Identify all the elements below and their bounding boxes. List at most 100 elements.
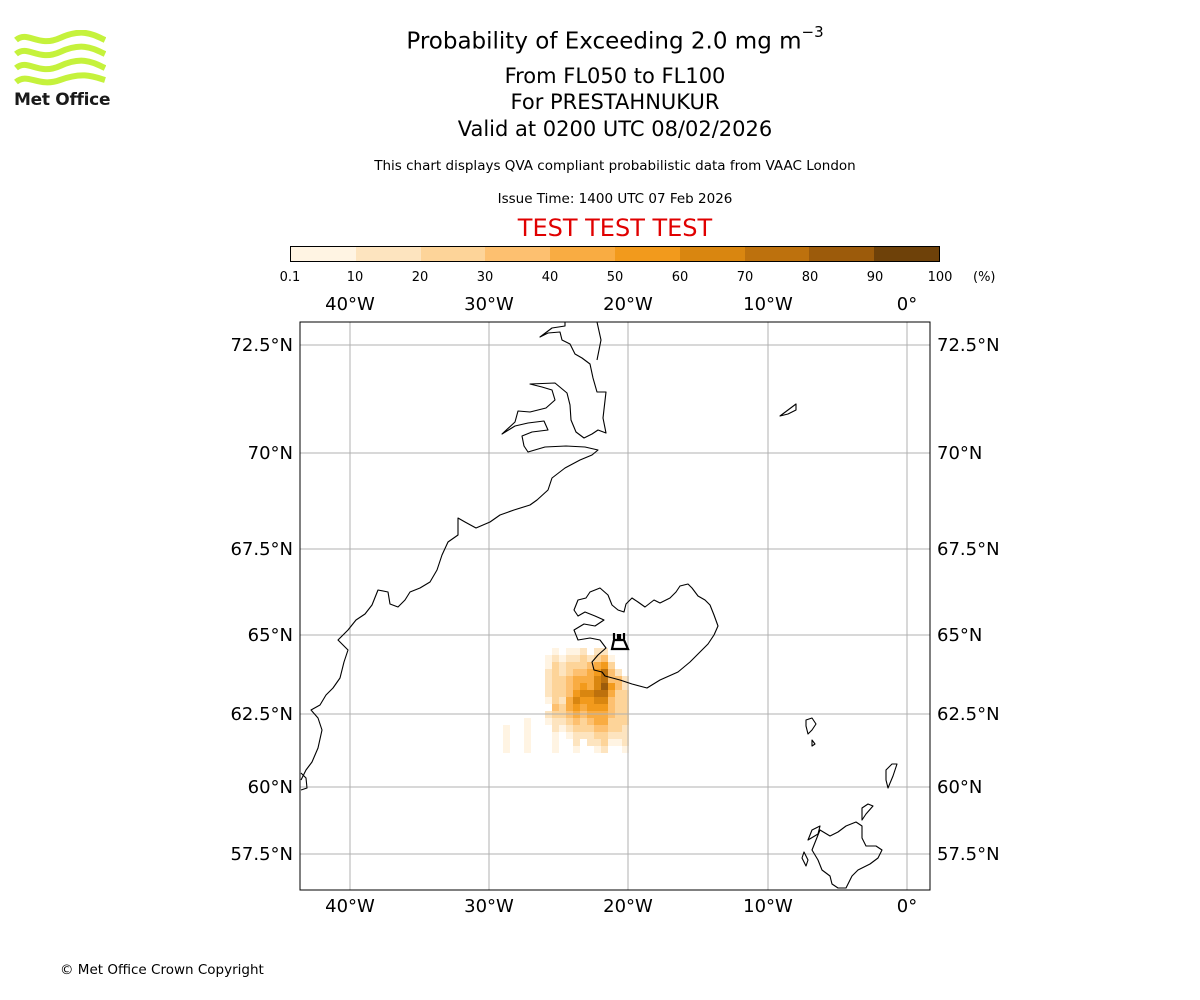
probability-cell — [552, 648, 559, 655]
probability-plume — [503, 648, 629, 753]
probability-cell — [601, 746, 608, 753]
probability-cell — [601, 648, 608, 655]
probability-cell — [622, 718, 629, 725]
probability-cell — [559, 725, 566, 732]
colorbar-tick-label: 50 — [606, 270, 624, 285]
latitude-label-left: 65°N — [248, 625, 293, 646]
colorbar-tick-label: 80 — [801, 270, 819, 285]
issue-time: Issue Time: 1400 UTC 07 Feb 2026 — [497, 191, 733, 207]
probability-cell — [545, 683, 552, 690]
probability-cell — [601, 725, 608, 732]
probability-cell — [594, 648, 601, 655]
probability-cell — [559, 655, 566, 662]
probability-cell — [524, 732, 531, 739]
latitude-label-left: 62.5°N — [230, 704, 293, 725]
colorbar-tick-label: 60 — [671, 270, 689, 285]
probability-cell — [587, 725, 594, 732]
probability-cell — [622, 725, 629, 732]
latitude-label-right: 70°N — [937, 443, 982, 464]
colorbar-segment — [485, 247, 551, 261]
longitude-label-bottom: 30°W — [464, 896, 514, 917]
colorbar-unit: (%) — [973, 270, 996, 285]
longitude-label-bottom: 10°W — [743, 896, 793, 917]
latitude-label-left: 72.5°N — [230, 335, 293, 356]
axis-labels: 40°W 40°W 30°W 30°W 20°W 20°W 10°W 10°W 0° 0° 72.5… — [230, 294, 999, 917]
jan-mayen — [779, 403, 797, 417]
probability-cell — [566, 662, 573, 669]
probability-cell — [573, 704, 580, 711]
probability-cell — [566, 697, 573, 704]
probability-cell — [587, 718, 594, 725]
colorbar-segment — [874, 247, 939, 261]
probability-cell — [594, 739, 601, 746]
probability-cell — [580, 704, 587, 711]
probability-cell — [587, 676, 594, 683]
probability-cell — [601, 669, 608, 676]
probability-cell — [587, 690, 594, 697]
probability-cell — [552, 690, 559, 697]
probability-cell — [587, 704, 594, 711]
probability-cell — [594, 676, 601, 683]
valid-time: Valid at 0200 UTC 08/02/2026 — [457, 117, 773, 141]
probability-cell — [580, 648, 587, 655]
probability-cell — [552, 655, 559, 662]
longitude-label-top: 0° — [897, 294, 917, 315]
latitude-label-left: 67.5°N — [230, 539, 293, 560]
colorbar-tick-label: 20 — [411, 270, 429, 285]
probability-cell — [503, 732, 510, 739]
longitude-label-bottom: 0° — [897, 896, 917, 917]
probability-cell — [594, 690, 601, 697]
probability-cell — [615, 690, 622, 697]
probability-cell — [580, 662, 587, 669]
longitude-label-top: 20°W — [603, 294, 653, 315]
probability-cell — [580, 697, 587, 704]
colorbar-tick-label: 70 — [736, 270, 754, 285]
probability-cell — [559, 669, 566, 676]
colorbar-tick-label: 90 — [866, 270, 884, 285]
probability-cell — [552, 746, 559, 753]
latitude-label-left: 70°N — [248, 443, 293, 464]
faroe-islands — [805, 717, 817, 747]
probability-cell — [545, 718, 552, 725]
probability-cell — [580, 725, 587, 732]
colorbar-segment — [679, 247, 745, 261]
probability-cell — [573, 690, 580, 697]
probability-cell — [580, 690, 587, 697]
map-frame — [299, 321, 931, 891]
title-superscript: −3 — [801, 23, 824, 41]
probability-cell — [573, 746, 580, 753]
probability-cell — [594, 662, 601, 669]
probability-cell — [566, 669, 573, 676]
probability-cell — [587, 697, 594, 704]
probability-cell — [615, 732, 622, 739]
probability-cell — [566, 676, 573, 683]
probability-cell — [573, 655, 580, 662]
probability-cell — [601, 704, 608, 711]
colorbar-tick-label: 40 — [541, 270, 559, 285]
probability-cell — [594, 669, 601, 676]
probability-cell — [608, 725, 615, 732]
probability-cell — [573, 669, 580, 676]
probability-cell — [587, 669, 594, 676]
colorbar-tick-label: 100 — [927, 270, 953, 285]
greenland-coastline — [300, 321, 607, 781]
probability-cell — [622, 732, 629, 739]
probability-cell — [608, 655, 615, 662]
probability-cell — [601, 697, 608, 704]
latitude-label-left: 60°N — [248, 777, 293, 798]
colorbar-tick-label: 0.1 — [279, 270, 301, 285]
probability-cell — [559, 704, 566, 711]
probability-cell — [524, 739, 531, 746]
probability-cell — [545, 697, 552, 704]
probability-cell — [559, 662, 566, 669]
probability-cell — [608, 683, 615, 690]
data-source-note: This chart displays QVA compliant probab… — [374, 158, 856, 174]
probability-cell — [545, 669, 552, 676]
probability-cell — [580, 669, 587, 676]
longitude-label-top: 30°W — [464, 294, 514, 315]
probability-cell — [580, 655, 587, 662]
probability-cell — [559, 718, 566, 725]
flight-level-range: From FL050 to FL100 — [504, 64, 726, 88]
probability-cell — [622, 746, 629, 753]
probability-cell — [552, 683, 559, 690]
